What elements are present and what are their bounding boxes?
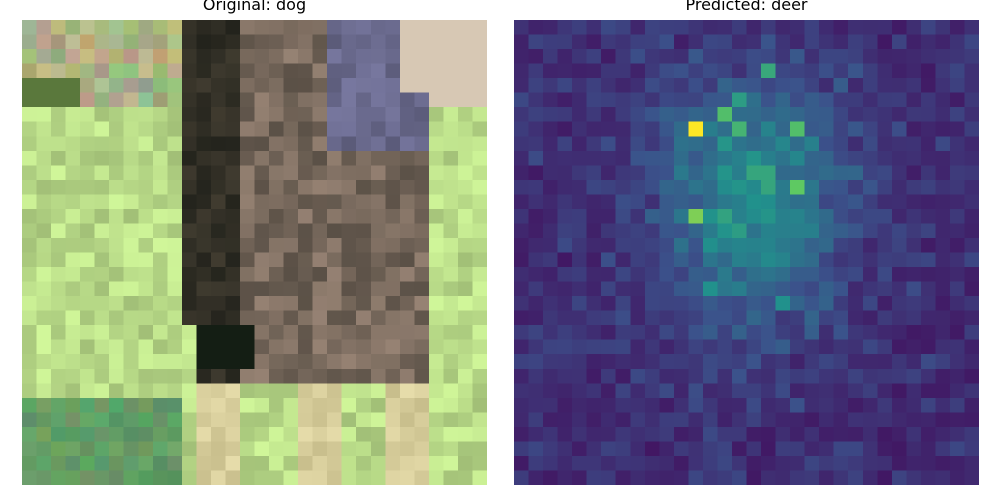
original-image-panel: Original: dog: [22, 0, 487, 485]
saliency-map-panel: Predicted: deer: [514, 0, 979, 485]
original-image-title: Original: dog: [202, 0, 307, 14]
saliency-map-canvas: [514, 20, 979, 485]
original-image: [22, 20, 487, 485]
saliency-map: [514, 20, 979, 485]
saliency-map-title: Predicted: deer: [685, 0, 808, 14]
original-image-canvas: [22, 20, 487, 485]
